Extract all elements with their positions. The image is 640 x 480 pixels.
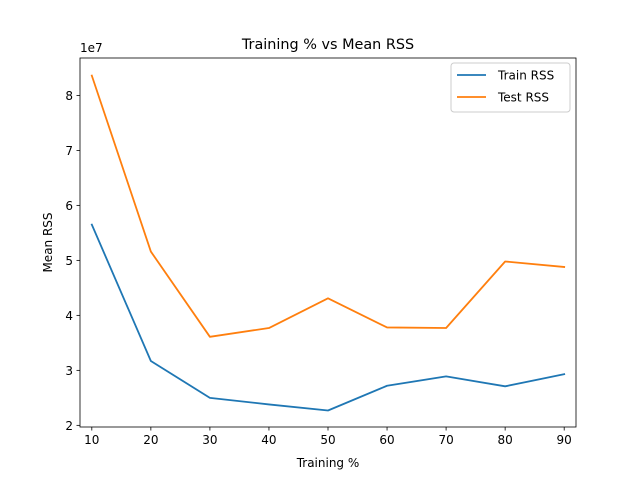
legend: Train RSS Test RSS xyxy=(450,62,571,113)
chart-title: Training % vs Mean RSS xyxy=(241,37,414,53)
y-axis-label: Mean RSS xyxy=(41,212,55,272)
legend-label: Train RSS xyxy=(497,69,554,83)
series-line-test xyxy=(90,74,566,338)
plot-area xyxy=(90,74,566,412)
y-axis: 2 3 4 5 6 7 8 xyxy=(65,89,80,433)
x-tick-label: 40 xyxy=(261,433,276,447)
x-tick-label: 80 xyxy=(498,433,513,447)
x-tick-label: 50 xyxy=(320,433,335,447)
y-tick-label: 5 xyxy=(65,254,73,268)
y-tick-label: 3 xyxy=(65,364,73,378)
y-tick-label: 4 xyxy=(65,309,73,323)
x-tick-label: 60 xyxy=(379,433,394,447)
x-tick-label: 20 xyxy=(143,433,158,447)
x-tick-label: 10 xyxy=(84,433,99,447)
x-axis: 10 20 30 40 50 60 70 80 90 xyxy=(84,427,572,447)
x-tick-label: 90 xyxy=(557,433,572,447)
y-tick-label: 7 xyxy=(65,144,73,158)
x-tick-label: 30 xyxy=(202,433,217,447)
y-tick-label: 8 xyxy=(65,89,73,103)
x-axis-label: Training % xyxy=(296,456,360,470)
y-offset-label: 1e7 xyxy=(80,41,103,55)
y-tick-label: 6 xyxy=(65,199,73,213)
y-tick-label: 2 xyxy=(65,419,73,433)
legend-label: Test RSS xyxy=(497,91,549,105)
series-line-train xyxy=(90,223,566,412)
x-tick-label: 70 xyxy=(438,433,453,447)
